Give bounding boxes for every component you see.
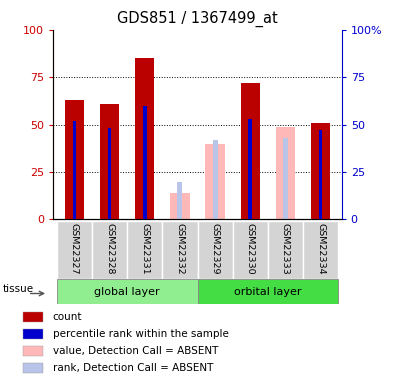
Bar [177,182,182,219]
Bar [143,106,147,219]
FancyBboxPatch shape [233,221,268,279]
FancyBboxPatch shape [198,221,233,279]
Bar [213,140,218,219]
Text: GSM22332: GSM22332 [175,223,184,274]
FancyBboxPatch shape [23,363,43,374]
FancyBboxPatch shape [57,279,198,304]
Bar [73,121,76,219]
FancyBboxPatch shape [23,346,43,357]
Text: GSM22334: GSM22334 [316,223,325,274]
FancyBboxPatch shape [57,221,92,279]
Bar [100,104,119,219]
FancyBboxPatch shape [23,312,43,322]
Bar [276,127,295,219]
Text: GSM22333: GSM22333 [281,223,290,275]
Text: GSM22329: GSM22329 [211,223,220,274]
Text: value, Detection Call = ABSENT: value, Detection Call = ABSENT [53,346,218,356]
FancyBboxPatch shape [127,221,162,279]
Bar [108,129,111,219]
Text: GSM22327: GSM22327 [70,223,79,274]
Text: percentile rank within the sample: percentile rank within the sample [53,329,228,339]
Text: GSM22330: GSM22330 [246,223,255,274]
FancyBboxPatch shape [162,221,198,279]
FancyBboxPatch shape [303,221,338,279]
Text: tissue: tissue [3,284,34,294]
Bar [135,58,154,219]
Bar [283,138,288,219]
FancyBboxPatch shape [92,221,127,279]
Text: GSM22328: GSM22328 [105,223,114,274]
Bar [205,144,225,219]
FancyBboxPatch shape [268,221,303,279]
Bar [319,130,322,219]
Bar [241,83,260,219]
Bar [248,119,252,219]
FancyBboxPatch shape [198,279,338,304]
Text: orbital layer: orbital layer [234,286,301,297]
Text: global layer: global layer [94,286,160,297]
Bar [311,123,330,219]
Bar [65,100,84,219]
Text: GSM22331: GSM22331 [140,223,149,274]
Text: GDS851 / 1367499_at: GDS851 / 1367499_at [117,11,278,27]
Text: rank, Detection Call = ABSENT: rank, Detection Call = ABSENT [53,363,213,373]
Bar [170,193,190,219]
Text: count: count [53,312,82,322]
FancyBboxPatch shape [23,328,43,339]
